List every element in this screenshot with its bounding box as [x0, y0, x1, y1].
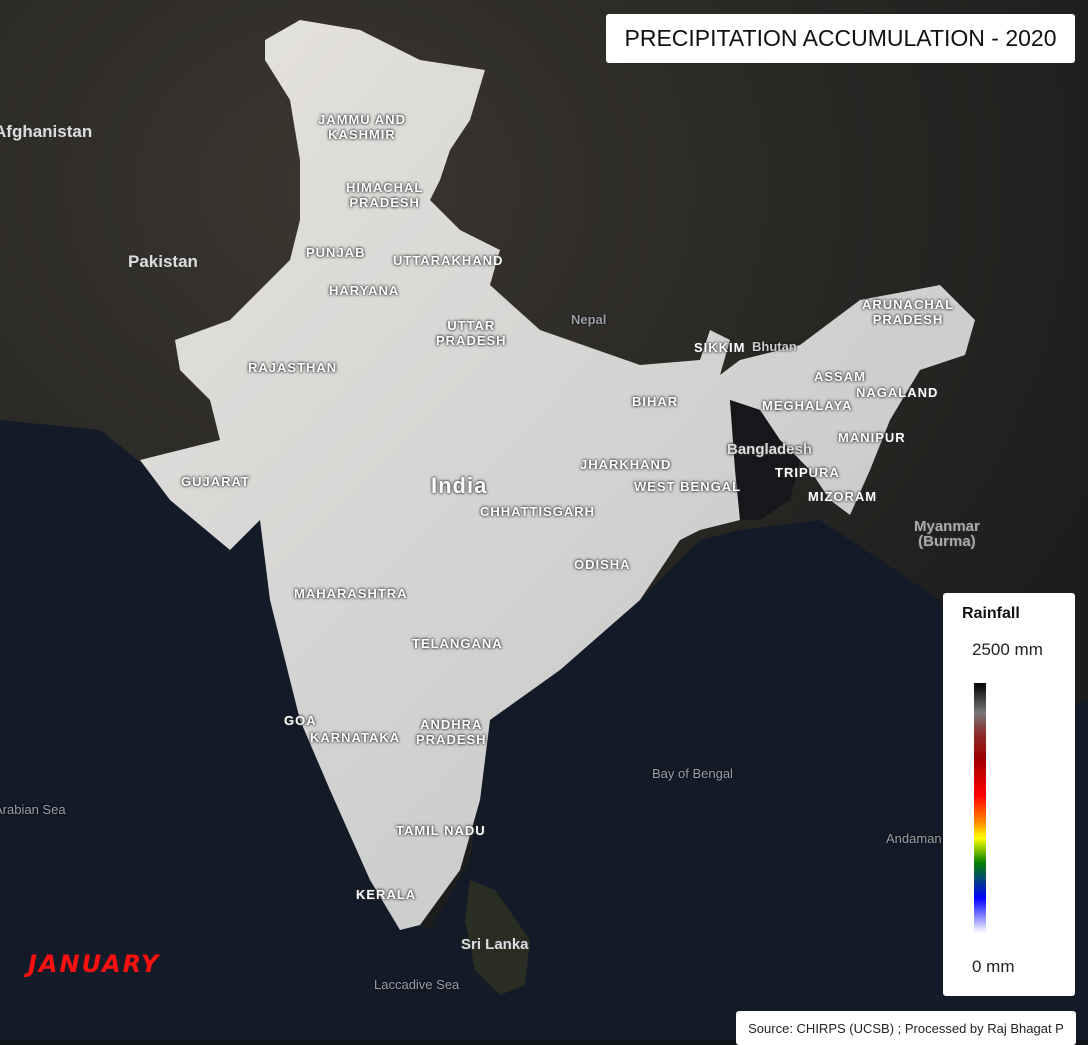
water-label: Laccadive Sea: [374, 977, 460, 992]
legend-max: 2500 mm: [972, 640, 1043, 659]
state-label: MAHARASHTRA: [294, 586, 408, 601]
state-label: TAMIL NADU: [396, 823, 486, 838]
legend-color-ramp: [974, 683, 986, 933]
state-label: SIKKIM: [694, 340, 746, 355]
state-label: MANIPUR: [838, 430, 906, 445]
state-label: JHARKHAND: [580, 457, 672, 472]
neighbor-label: Bhutan: [752, 339, 797, 354]
state-label: TRIPURA: [775, 465, 840, 480]
state-label: ASSAM: [814, 369, 866, 384]
sri-lanka: [465, 880, 530, 995]
country-label-india: India: [431, 473, 488, 498]
neighbor-label: Myanmar (Burma): [914, 518, 980, 550]
map-title: PRECIPITATION ACCUMULATION - 2020: [606, 14, 1075, 63]
state-label: KARNATAKA: [310, 730, 401, 745]
india-outline: [140, 20, 975, 930]
state-label: ANDHRA PRADESH: [416, 717, 487, 747]
neighbor-label: Nepal: [571, 312, 607, 327]
neighbor-label: Afghanistan: [0, 122, 93, 141]
state-label: ARUNACHAL PRADESH: [862, 297, 955, 327]
water-label: Bay of Bengal: [652, 766, 733, 781]
state-label: PUNJAB: [306, 245, 366, 260]
month-label: JANUARY: [28, 950, 161, 978]
water-label: Arabian Sea: [0, 802, 66, 817]
state-label: HARYANA: [329, 283, 400, 298]
state-label: NAGALAND: [856, 385, 939, 400]
state-label: ODISHA: [574, 557, 631, 572]
legend-title: Rainfall: [962, 605, 1020, 622]
water-label: Andaman: [886, 831, 942, 846]
neighbor-label: Pakistan: [128, 252, 198, 271]
neighbor-label: Bangladesh: [727, 441, 813, 458]
state-label: MEGHALAYA: [762, 398, 853, 413]
bangladesh: [730, 400, 800, 520]
state-label: GOA: [284, 713, 317, 728]
source-attribution: Source: CHIRPS (UCSB) ; Processed by Raj…: [736, 1011, 1076, 1045]
state-label: WEST BENGAL: [634, 479, 742, 494]
state-label: MIZORAM: [808, 489, 878, 504]
state-label: UTTARAKHAND: [393, 253, 504, 268]
state-label: RAJASTHAN: [248, 360, 338, 375]
state-label: KERALA: [356, 887, 417, 902]
state-label: UTTAR PRADESH: [436, 318, 507, 348]
rainfall-legend: Rainfall 2500 mm 0 mm: [943, 593, 1075, 996]
state-label: TELANGANA: [412, 636, 503, 651]
state-label: GUJARAT: [181, 474, 250, 489]
state-label: BIHAR: [632, 394, 679, 409]
state-label: CHHATTISGARH: [480, 504, 596, 519]
neighbor-label: Sri Lanka: [461, 936, 529, 953]
legend-min: 0 mm: [972, 957, 1015, 976]
state-label: JAMMU AND KASHMIR: [318, 112, 406, 142]
state-label: HIMACHAL PRADESH: [346, 180, 424, 210]
